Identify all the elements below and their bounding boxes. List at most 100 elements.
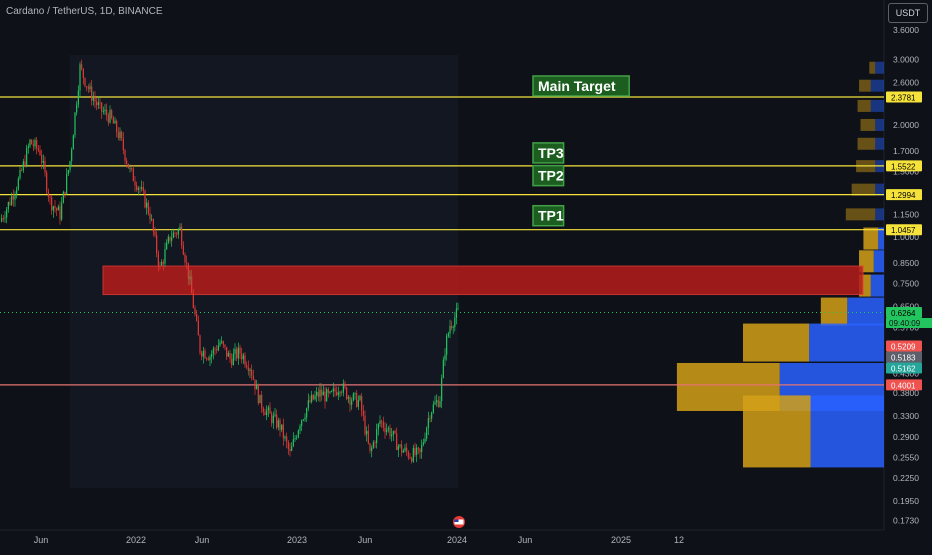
candle-body <box>149 213 151 220</box>
candle-body <box>334 388 336 392</box>
candle-body <box>212 348 214 354</box>
price-badge-label: 0.5183 <box>891 354 916 363</box>
candle-body <box>317 392 319 397</box>
candle-body <box>36 140 38 149</box>
candle-body <box>327 389 329 393</box>
candle-body <box>426 427 428 439</box>
countdown-label: 09:40:09 <box>889 319 921 328</box>
candle-body <box>97 102 99 105</box>
candle-body <box>361 395 363 411</box>
candle-body <box>406 447 408 452</box>
candle-body <box>249 369 251 372</box>
candle-body <box>341 392 343 394</box>
price-badge-label: 0.5162 <box>891 365 916 374</box>
volume-profile-sell-bar <box>875 118 884 131</box>
candle-body <box>87 86 89 89</box>
candle-body <box>66 174 68 194</box>
candle-body <box>156 235 158 254</box>
candle-body <box>151 219 153 221</box>
time-tick-label: 2022 <box>126 535 146 545</box>
price-badge-label: 2.3781 <box>891 93 916 102</box>
candle-body <box>169 236 171 241</box>
candle-body <box>281 424 283 430</box>
candle-body <box>419 448 421 453</box>
candle-body <box>101 102 103 112</box>
candle-body <box>146 202 148 208</box>
candle-body <box>431 412 433 419</box>
candle-body <box>142 187 144 191</box>
candle-body <box>319 389 321 397</box>
annotation-text: Main Target <box>538 78 616 94</box>
candle-body <box>67 169 69 175</box>
candle-body <box>4 217 6 219</box>
candle-body <box>117 132 119 139</box>
candle-body <box>99 102 101 104</box>
candle-body <box>339 392 341 394</box>
candle-body <box>139 187 141 189</box>
price-badge-label: 0.4001 <box>891 381 916 390</box>
volume-profile-buy-bar <box>851 183 876 196</box>
candle-body <box>226 347 228 357</box>
candle-body <box>227 352 229 357</box>
candle-body <box>432 404 434 413</box>
candle-body <box>362 410 364 416</box>
price-badge <box>886 340 922 352</box>
candle-body <box>31 139 33 145</box>
candle-body <box>377 423 379 430</box>
time-tick-label: Jun <box>358 535 373 545</box>
volume-profile-sell-bar <box>878 227 884 250</box>
candle-body <box>171 237 173 241</box>
candle-body <box>54 206 56 209</box>
candle-body <box>134 181 136 186</box>
volume-profile-buy-bar <box>743 323 810 362</box>
candle-body <box>74 112 76 136</box>
candle-body <box>314 395 316 400</box>
candle-body <box>354 393 356 394</box>
volume-profile-buy-bar <box>820 297 848 326</box>
price-badge-label: 1.5522 <box>891 162 916 171</box>
candle-body <box>439 401 441 407</box>
candle-body <box>154 231 156 236</box>
price-tick-label: 1.1500 <box>893 209 919 219</box>
candle-body <box>111 110 113 118</box>
price-tick-label: 1.0000 <box>893 232 919 242</box>
price-badge <box>886 189 922 201</box>
candle-body <box>237 347 239 359</box>
price-tick-label: 0.2250 <box>893 473 919 483</box>
candle-body <box>37 148 39 151</box>
candle-body <box>86 86 88 87</box>
candle-body <box>304 417 306 420</box>
candle-body <box>447 333 449 337</box>
currency-button[interactable]: USDT <box>888 3 928 23</box>
candle-body <box>157 253 159 266</box>
price-tick-label: 0.6500 <box>893 302 919 312</box>
candle-body <box>299 425 301 431</box>
candle-body <box>372 442 374 448</box>
price-badge <box>886 160 922 172</box>
candle-body <box>109 110 111 123</box>
symbol-title: Cardano / TetherUS, 1D, BINANCE <box>6 6 163 17</box>
candle-body <box>11 196 13 205</box>
candle-body <box>219 342 221 346</box>
candle-body <box>147 202 149 214</box>
volume-profile-sell-bar <box>875 137 884 150</box>
candle-body <box>191 276 193 294</box>
candle-body <box>46 172 48 192</box>
candle-body <box>21 169 23 171</box>
candle-body <box>214 348 216 350</box>
candle-body <box>371 447 373 451</box>
annotation-text: TP3 <box>538 145 564 161</box>
event-flag-detail <box>454 519 464 525</box>
candle-body <box>254 379 256 390</box>
candle-body <box>387 427 389 430</box>
candle-body <box>455 308 457 318</box>
candle-body <box>206 358 208 360</box>
candle-body <box>29 139 31 147</box>
candle-body <box>96 101 98 105</box>
candle-body <box>441 377 443 402</box>
candle-body <box>49 196 51 198</box>
candle-body <box>404 447 406 451</box>
time-tick-label: 12 <box>674 535 684 545</box>
